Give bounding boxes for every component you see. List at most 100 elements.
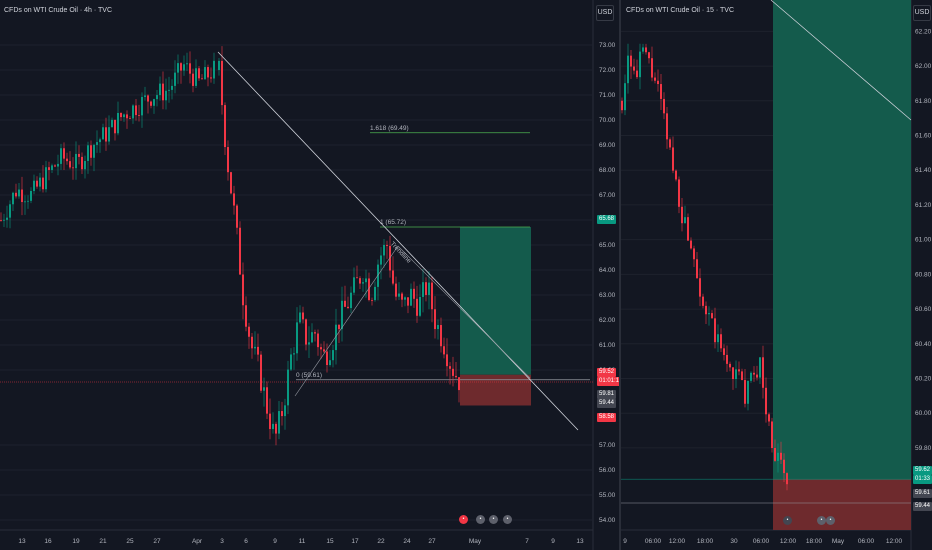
event-flag-icon[interactable]: • — [503, 515, 512, 524]
candle — [395, 283, 397, 297]
candle — [189, 63, 191, 74]
candle — [233, 193, 235, 206]
candle — [452, 368, 454, 376]
candle — [422, 282, 424, 297]
candle — [419, 296, 421, 316]
currency-label[interactable]: USD — [596, 5, 614, 21]
candle — [162, 83, 164, 101]
candle — [786, 473, 788, 485]
candle — [428, 282, 430, 295]
event-flag-icon[interactable]: • — [817, 516, 826, 525]
y-tick-label: 61.20 — [915, 202, 932, 209]
x-tick-label: 16 — [44, 538, 52, 545]
candle — [105, 127, 107, 142]
candle — [213, 60, 215, 79]
candle — [27, 200, 29, 202]
candle — [78, 153, 80, 157]
candle — [201, 78, 203, 80]
y-tick-label: 71.00 — [599, 92, 616, 99]
x-tick-label: 15 — [326, 538, 334, 545]
currency-label[interactable]: USD — [913, 5, 931, 21]
candle — [455, 375, 457, 378]
candle — [741, 371, 743, 381]
x-tick-label: 13 — [576, 538, 584, 545]
candle — [762, 357, 764, 388]
candle — [320, 347, 322, 350]
take-profit-zone — [460, 227, 531, 375]
candle — [711, 313, 713, 319]
candle — [198, 68, 200, 79]
candle — [165, 90, 167, 101]
candle — [633, 66, 635, 71]
candle — [374, 286, 376, 301]
y-tick-label: 60.20 — [915, 376, 932, 383]
candle — [192, 73, 194, 86]
candle — [195, 68, 197, 86]
candle — [227, 147, 229, 173]
candle — [284, 405, 286, 417]
candle — [281, 411, 283, 417]
candle — [120, 112, 122, 118]
stop-loss-zone — [773, 479, 911, 530]
y-tick-label: 62.00 — [599, 317, 616, 324]
candle — [314, 332, 316, 334]
candle — [431, 282, 433, 310]
x-tick-label: 06:00 — [645, 538, 662, 545]
candle — [392, 270, 394, 284]
candle — [207, 67, 209, 78]
candle — [362, 282, 364, 284]
candle — [705, 305, 707, 315]
y-tick-label: 73.00 — [599, 42, 616, 49]
candle — [642, 47, 644, 52]
event-flag-icon[interactable]: • — [459, 515, 468, 524]
candle — [36, 180, 38, 187]
candle — [663, 98, 665, 114]
chart-canvas-4h[interactable]: 73.0072.0071.0070.0069.0068.0067.0066.00… — [0, 0, 620, 550]
candle — [96, 142, 98, 145]
x-tick-label: May — [469, 538, 482, 545]
candle — [359, 278, 361, 284]
candle — [33, 180, 35, 191]
y-tick-label: 64.00 — [599, 267, 616, 274]
event-flag-icon[interactable]: • — [476, 515, 485, 524]
price-tag-countdown: 01:33 — [913, 475, 932, 484]
candle — [377, 264, 379, 287]
candle — [48, 167, 50, 170]
candle — [678, 179, 680, 207]
candle — [446, 354, 448, 367]
candle — [218, 60, 220, 70]
candle — [30, 190, 32, 201]
candle — [780, 452, 782, 460]
candle — [114, 119, 116, 134]
y-tick-label: 60.80 — [915, 271, 932, 278]
pane-divider[interactable] — [619, 0, 621, 550]
candle — [90, 145, 92, 158]
candle — [401, 293, 403, 300]
event-flag-icon[interactable]: • — [783, 516, 792, 525]
candle — [39, 177, 41, 187]
candle — [651, 58, 653, 78]
candle — [356, 277, 358, 279]
candle — [714, 318, 716, 343]
candle — [693, 248, 695, 260]
x-tick-label: 18:00 — [697, 538, 714, 545]
candle — [54, 165, 56, 167]
chart-canvas-15m[interactable]: 62.20 62.00 61.80 61.60 61.40 61.20 61.00 60.80… — [621, 0, 932, 550]
candle — [135, 105, 137, 116]
y-tick-label: 69.00 — [599, 142, 616, 149]
chart-pane-15m[interactable]: 62.20 62.00 61.80 61.60 61.40 61.20 61.00 60.80… — [621, 0, 932, 550]
candle — [254, 346, 256, 349]
candle — [290, 354, 292, 370]
candle — [123, 114, 125, 118]
event-flag-icon[interactable]: • — [489, 515, 498, 524]
x-tick-label: 13 — [18, 538, 26, 545]
candle — [144, 95, 146, 97]
chart-pane-4h[interactable]: 73.0072.0071.0070.0069.0068.0067.0066.00… — [0, 0, 620, 550]
candle — [138, 115, 140, 116]
candle — [416, 298, 418, 316]
candle — [239, 227, 241, 275]
candle — [672, 147, 674, 171]
candle — [335, 324, 337, 351]
candle — [437, 325, 439, 330]
event-flag-icon[interactable]: • — [826, 516, 835, 525]
